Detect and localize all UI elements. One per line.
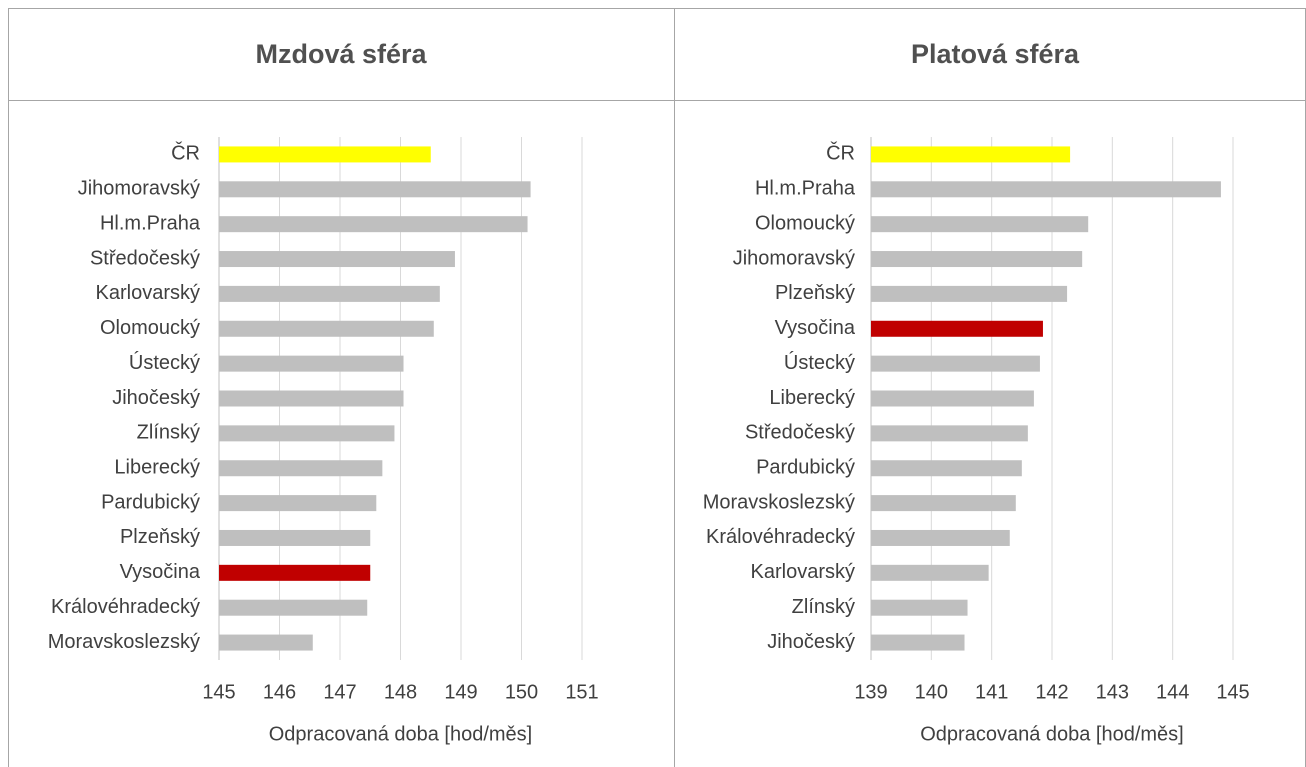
y-tick-label: Jihomoravský bbox=[733, 247, 855, 269]
x-tick-label: 142 bbox=[1035, 681, 1068, 703]
bar bbox=[871, 285, 1068, 302]
y-tick-label: Zlínský bbox=[137, 422, 200, 444]
x-tick-label: 143 bbox=[1096, 681, 1129, 703]
bar bbox=[219, 599, 368, 616]
bar bbox=[219, 634, 313, 651]
bar bbox=[219, 390, 404, 407]
y-tick-label: Moravskoslezský bbox=[48, 631, 200, 653]
y-tick-label: Liberecký bbox=[769, 387, 855, 409]
bar bbox=[219, 216, 528, 233]
bar bbox=[871, 251, 1083, 268]
x-tick-label: 141 bbox=[975, 681, 1008, 703]
y-tick-label: Středočeský bbox=[745, 422, 855, 444]
y-tick-label: Jihočeský bbox=[112, 387, 200, 409]
bar bbox=[219, 495, 377, 512]
x-tick-label: 150 bbox=[505, 681, 538, 703]
x-tick-label: 149 bbox=[444, 681, 477, 703]
x-tick-label: 147 bbox=[323, 681, 356, 703]
bar bbox=[219, 460, 383, 477]
bar bbox=[219, 251, 455, 268]
bar bbox=[871, 564, 989, 581]
bar bbox=[219, 146, 431, 163]
x-tick-label: 145 bbox=[202, 681, 235, 703]
bar bbox=[871, 529, 1010, 546]
y-tick-label: Olomoucký bbox=[755, 212, 855, 234]
y-tick-label: Plzeňský bbox=[120, 526, 200, 548]
y-tick-label: ČR bbox=[826, 142, 855, 165]
y-tick-label: Jihomoravský bbox=[78, 178, 200, 200]
x-tick-label: 146 bbox=[263, 681, 296, 703]
bar bbox=[219, 181, 531, 198]
y-tick-label: Zlínský bbox=[792, 596, 855, 618]
y-tick-label: Pardubický bbox=[756, 457, 855, 479]
bar bbox=[219, 320, 434, 337]
y-tick-label: Pardubický bbox=[101, 491, 200, 513]
y-tick-label: ČR bbox=[171, 142, 200, 165]
y-tick-label: Olomoucký bbox=[100, 317, 200, 339]
x-tick-label: 140 bbox=[915, 681, 948, 703]
y-tick-label: Hl.m.Praha bbox=[100, 212, 201, 234]
y-tick-label: Středočeský bbox=[90, 247, 200, 269]
y-tick-label: Jihočeský bbox=[767, 631, 855, 653]
bar bbox=[219, 529, 371, 546]
bar bbox=[871, 495, 1016, 512]
y-tick-label: Ústecký bbox=[784, 351, 855, 374]
x-tick-label: 145 bbox=[1216, 681, 1249, 703]
bar bbox=[871, 181, 1221, 198]
x-axis-label: Odpracovaná doba [hod/měs] bbox=[269, 723, 533, 745]
x-axis-label: Odpracovaná doba [hod/měs] bbox=[920, 723, 1184, 745]
bar bbox=[871, 599, 968, 616]
bar bbox=[871, 425, 1028, 442]
x-tick-label: 144 bbox=[1156, 681, 1189, 703]
x-tick-label: 139 bbox=[854, 681, 887, 703]
y-tick-label: Královéhradecký bbox=[706, 526, 855, 548]
bar bbox=[219, 285, 440, 302]
bar bbox=[871, 460, 1022, 477]
y-tick-label: Hl.m.Praha bbox=[755, 178, 856, 200]
bar bbox=[871, 320, 1043, 337]
frame bbox=[8, 8, 1306, 767]
y-tick-label: Plzeňský bbox=[775, 282, 855, 304]
bar bbox=[219, 425, 395, 442]
x-tick-label: 151 bbox=[565, 681, 598, 703]
y-tick-label: Karlovarský bbox=[751, 561, 855, 583]
chart-title: Mzdová sféra bbox=[255, 39, 427, 69]
bar bbox=[871, 216, 1089, 233]
bar bbox=[871, 355, 1040, 372]
y-tick-label: Karlovarský bbox=[96, 282, 200, 304]
y-tick-label: Liberecký bbox=[114, 457, 200, 479]
y-tick-label: Moravskoslezský bbox=[703, 491, 855, 513]
chart-title: Platová sféra bbox=[911, 39, 1080, 69]
y-tick-label: Vysočina bbox=[775, 317, 856, 339]
bar bbox=[871, 390, 1034, 407]
x-tick-label: 148 bbox=[384, 681, 417, 703]
y-tick-label: Vysočina bbox=[120, 561, 201, 583]
bar bbox=[219, 355, 404, 372]
bar bbox=[871, 634, 965, 651]
y-tick-label: Královéhradecký bbox=[51, 596, 200, 618]
y-tick-label: Ústecký bbox=[129, 351, 200, 374]
bar bbox=[871, 146, 1071, 163]
bar bbox=[219, 564, 371, 581]
